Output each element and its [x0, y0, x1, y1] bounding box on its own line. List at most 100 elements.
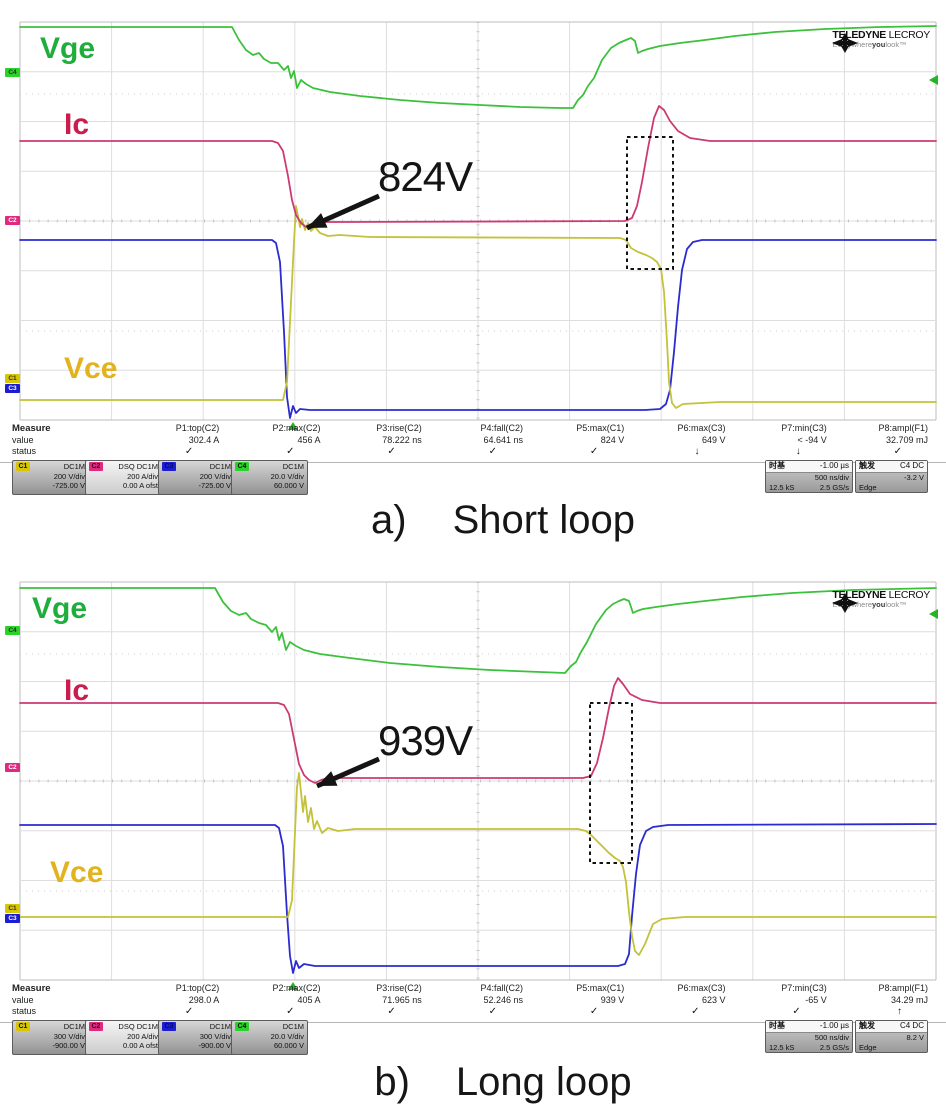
oscilloscope-screenshot-long-loop: Vge Ic Vce 939V TELEDYNE LECROY Everywhe…	[0, 578, 946, 1056]
channel-offset-marker-c3[interactable]: C3	[5, 384, 20, 393]
measure-column-p7[interactable]: P7:min(C3) < -94 V ↓	[736, 423, 837, 458]
measure-value: 405 A	[297, 994, 321, 1005]
channel-offset-marker-c4[interactable]: C4	[5, 626, 20, 635]
measure-value: 32.709 mJ	[885, 434, 928, 445]
measure-status-icon: ✓	[184, 1006, 194, 1017]
trigger-level: 8.2 V	[906, 1032, 924, 1042]
measure-column-p2[interactable]: P2:max(C2) 405 A ✓	[229, 983, 330, 1018]
trigger-level-marker[interactable]	[929, 75, 938, 85]
measure-status-icon: ✓	[286, 1006, 295, 1017]
measure-label: P5:max(C1)	[576, 423, 625, 433]
measure-column-p2[interactable]: P2:max(C2) 456 A ✓	[229, 423, 330, 458]
measure-label: P3:rise(C2)	[376, 423, 422, 433]
trace-vce-aux-c3	[19, 239, 937, 419]
measure-column-p4[interactable]: P4:fall(C2) 52.246 ns ✓	[432, 983, 533, 1018]
measure-column-p7[interactable]: P7:min(C3) -65 V ✓	[736, 983, 837, 1018]
channel-offset-marker-c1[interactable]: C1	[5, 374, 20, 383]
channel-descriptor-c4[interactable]: C4 DC1M 20.0 V/div 60.000 V	[231, 1020, 308, 1055]
channel-scale: 20.0 V/div	[270, 1031, 304, 1041]
timebase-rate: 2.5 GS/s	[819, 1042, 849, 1052]
channel-offset-marker-c2[interactable]: C2	[5, 216, 20, 225]
measure-value: -65 V	[805, 994, 827, 1005]
channel-coupling: DC1M	[63, 462, 85, 471]
oscilloscope-screenshot-short-loop: Vge Ic Vce 824V TELEDYNE LECROY Everywhe…	[0, 18, 946, 496]
annotation-arrow	[316, 756, 380, 789]
channel-chip: C4	[235, 462, 249, 472]
measure-column-p8[interactable]: P8:ampl(F1) 32.709 mJ ✓	[837, 423, 938, 458]
measure-column-p5[interactable]: P5:max(C1) 939 V ✓	[533, 983, 634, 1018]
value-row-label: value	[12, 434, 34, 445]
status-row-label: status	[12, 1006, 37, 1016]
trigger-position-marker[interactable]	[288, 422, 298, 430]
grid-lines	[19, 581, 937, 981]
channel-offset-marker-c1[interactable]: C1	[5, 904, 20, 913]
measure-status-icon: ↓	[694, 446, 700, 457]
trigger-box[interactable]: 触发 C4 DC -3.2 V Edge	[855, 460, 928, 493]
channel-offset: 60.000 V	[273, 1041, 304, 1050]
measure-label: P3:rise(C2)	[376, 983, 422, 993]
switching-region-dashed-box	[589, 702, 633, 864]
measure-label: P2:max(C2)	[272, 983, 321, 993]
measure-column-p8[interactable]: P8:ampl(F1) 34.29 mJ ↑	[837, 983, 938, 1018]
measure-column-p3[interactable]: P3:rise(C2) 78.222 ns ✓	[331, 423, 432, 458]
measure-label: P4:fall(C2)	[480, 983, 523, 993]
measure-value: 64.641 ns	[483, 434, 523, 445]
measure-column-p1[interactable]: P1:top(C2) 298.0 A ✓	[128, 983, 229, 1018]
waveform-grid: Vge Ic Vce 824V TELEDYNE LECROY Everywhe…	[5, 21, 938, 430]
teledyne-lecroy-logo: TELEDYNE LECROY Everywhereyoulook™	[832, 590, 930, 613]
measure-column-p1[interactable]: P1:top(C2) 302.4 A ✓	[128, 423, 229, 458]
channel-coupling: DC1M	[209, 1022, 231, 1031]
channel-coupling: DC1M	[282, 462, 304, 471]
channel-descriptor-c1[interactable]: C1 DC1M 200 V/div -725.00 V	[12, 460, 89, 495]
timebase-position: -1.00 µs	[819, 1021, 849, 1030]
trace-ic-c2	[19, 677, 937, 784]
trigger-box[interactable]: 触发 C4 DC 8.2 V Edge	[855, 1020, 928, 1053]
trigger-level-marker[interactable]	[929, 609, 938, 619]
channel-descriptor-c2[interactable]: C2 DSQ DC1M 200 A/div 0.00 A ofst	[85, 1020, 162, 1055]
channel-scale: 200 A/div	[127, 1031, 158, 1041]
channel-coupling: DSQ DC1M	[118, 462, 158, 471]
grid-lines	[19, 21, 937, 421]
channel-offset: -725.00 V	[52, 481, 85, 490]
measure-value: 298.0 A	[188, 994, 220, 1005]
measure-columns: P1:top(C2) 302.4 A ✓ P2:max(C2) 456 A ✓ P3:ris…	[128, 423, 938, 458]
caption-label: a)	[371, 498, 407, 542]
switching-region-dashed-box	[626, 136, 674, 270]
measure-column-p6[interactable]: P6:max(C3) 649 V ↓	[634, 423, 735, 458]
channel-offset: 0.00 A ofst	[122, 1041, 158, 1050]
channel-descriptor-c3[interactable]: C3 DC1M 300 V/div -900.00 V	[158, 1020, 235, 1055]
measure-column-p6[interactable]: P6:max(C3) 623 V ✓	[634, 983, 735, 1018]
measure-label: P7:min(C3)	[781, 983, 827, 993]
timebase-box[interactable]: 时基 -1.00 µs 500 ns/div 12.5 kS 2.5 GS/s	[765, 1020, 853, 1053]
trigger-source: C4 DC	[899, 1021, 924, 1030]
channel-offset-marker-c3[interactable]: C3	[5, 914, 20, 923]
trace-vce-c1	[19, 205, 937, 409]
descriptor-row: 时基 -1.00 µs 500 ns/div 12.5 kS 2.5 GS/s 触发…	[12, 1020, 938, 1055]
trigger-level: -3.2 V	[903, 472, 924, 482]
measure-status-icon: ✓	[691, 1006, 700, 1017]
measure-label: P6:max(C3)	[677, 983, 726, 993]
measure-table: Measure value status P1:top(C2) 298.0 A ✓ P…	[0, 982, 946, 1023]
vge-trace-label: Vge	[40, 32, 96, 65]
measure-value: 34.29 mJ	[890, 994, 928, 1005]
trigger-mode: Edge	[859, 1042, 877, 1052]
trigger-position-marker[interactable]	[288, 982, 298, 990]
measure-column-p4[interactable]: P4:fall(C2) 64.641 ns ✓	[432, 423, 533, 458]
channel-offset-marker-c4[interactable]: C4	[5, 68, 20, 77]
timebase-box[interactable]: 时基 -1.00 µs 500 ns/div 12.5 kS 2.5 GS/s	[765, 460, 853, 493]
timebase-scale: 500 ns/div	[814, 472, 849, 482]
channel-scale: 300 V/div	[199, 1031, 231, 1041]
measure-column-p3[interactable]: P3:rise(C2) 71.965 ns ✓	[331, 983, 432, 1018]
channel-descriptor-c4[interactable]: C4 DC1M 20.0 V/div 60.000 V	[231, 460, 308, 495]
channel-offset-marker-c2[interactable]: C2	[5, 763, 20, 772]
caption-short-loop: a) Short loop	[30, 498, 946, 542]
caption-text: Long loop	[455, 1060, 632, 1104]
channel-descriptor-c3[interactable]: C3 DC1M 200 V/div -725.00 V	[158, 460, 235, 495]
measure-value: 456 A	[297, 434, 321, 445]
channel-descriptor-c1[interactable]: C1 DC1M 300 V/div -900.00 V	[12, 1020, 89, 1055]
channel-descriptor-c2[interactable]: C2 DSQ DC1M 200 A/div 0.00 A ofst	[85, 460, 162, 495]
measure-column-p5[interactable]: P5:max(C1) 824 V ✓	[533, 423, 634, 458]
measure-status-icon: ✓	[893, 446, 902, 457]
trigger-mode: Edge	[859, 482, 877, 492]
